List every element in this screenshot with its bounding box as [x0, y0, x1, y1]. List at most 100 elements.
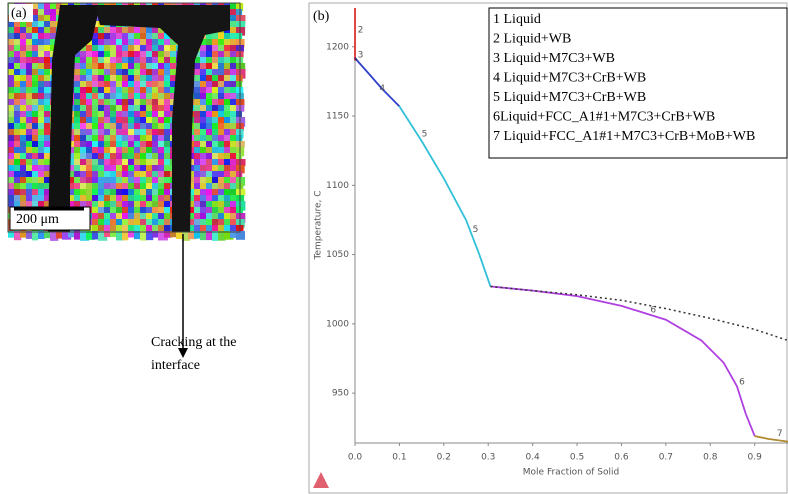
grain	[98, 39, 108, 46]
grain	[92, 63, 100, 70]
grain	[104, 63, 114, 72]
grain	[20, 99, 27, 107]
grain	[14, 45, 24, 53]
grain	[116, 159, 123, 169]
grain	[158, 45, 166, 52]
grain	[140, 213, 150, 221]
grain	[158, 147, 166, 156]
grain	[164, 93, 172, 100]
grain	[110, 93, 120, 102]
grain	[110, 153, 120, 161]
grain	[86, 141, 96, 151]
grain	[20, 177, 28, 184]
grain	[170, 93, 177, 101]
grain	[206, 153, 216, 162]
grain	[86, 171, 96, 178]
grain	[44, 117, 52, 125]
grain	[170, 69, 180, 76]
grain	[8, 231, 15, 238]
grain	[188, 231, 197, 240]
grain	[32, 201, 41, 211]
grain	[188, 207, 196, 214]
grain	[14, 231, 22, 241]
grain	[134, 33, 141, 42]
grain	[14, 165, 23, 175]
grain	[224, 189, 232, 197]
grain	[116, 93, 124, 101]
grain	[68, 201, 78, 209]
grain	[224, 135, 233, 144]
grain	[206, 57, 215, 67]
grain	[116, 123, 124, 133]
grain	[218, 45, 227, 55]
grain	[164, 147, 171, 155]
grain	[20, 45, 30, 55]
grain	[134, 51, 144, 61]
grain	[80, 189, 89, 196]
grain	[20, 231, 28, 238]
grain	[170, 51, 177, 60]
grain	[128, 213, 138, 223]
grain	[188, 135, 198, 144]
grain	[86, 177, 96, 187]
grain	[158, 99, 166, 106]
grain	[50, 3, 58, 11]
grain	[182, 231, 191, 241]
grain	[110, 39, 118, 49]
grain	[200, 225, 207, 233]
grain	[170, 39, 178, 46]
label-bg	[9, 4, 33, 22]
grain	[164, 105, 172, 114]
grain	[116, 81, 123, 89]
grain	[32, 165, 42, 175]
grain	[224, 75, 232, 82]
grain	[128, 57, 138, 65]
grain	[164, 219, 174, 229]
grain	[140, 165, 148, 172]
grain	[122, 87, 129, 97]
grain	[188, 129, 198, 136]
grain	[38, 147, 47, 157]
grain	[116, 129, 125, 136]
grain	[164, 33, 171, 42]
grain	[140, 189, 150, 198]
grain	[8, 93, 15, 101]
grain	[224, 147, 233, 155]
grain	[98, 183, 106, 192]
grain	[212, 213, 219, 222]
grain	[20, 171, 29, 178]
grain	[20, 57, 27, 65]
grain	[26, 183, 33, 192]
grain	[134, 111, 141, 118]
grain	[134, 39, 144, 46]
grain	[116, 75, 126, 84]
grain	[14, 147, 23, 157]
grain	[218, 123, 225, 132]
grain	[14, 75, 21, 84]
grain	[44, 81, 53, 90]
grain	[158, 201, 168, 211]
grain	[8, 21, 18, 30]
grain	[26, 159, 33, 168]
grain	[74, 81, 83, 88]
grain	[224, 195, 231, 202]
grain	[80, 105, 90, 115]
grain	[230, 183, 239, 192]
grain	[26, 75, 36, 85]
grain	[122, 231, 129, 241]
grain	[92, 195, 100, 204]
grain	[194, 51, 203, 59]
grain	[194, 177, 203, 184]
grain	[128, 231, 135, 238]
grain	[44, 177, 51, 185]
grain	[68, 147, 78, 157]
grain	[218, 195, 228, 205]
grain	[32, 27, 41, 36]
grain	[20, 141, 27, 151]
grain	[80, 141, 87, 150]
grain	[38, 69, 46, 78]
grain	[14, 87, 22, 97]
grain	[230, 3, 239, 13]
grain	[98, 207, 106, 216]
grain	[134, 87, 142, 96]
